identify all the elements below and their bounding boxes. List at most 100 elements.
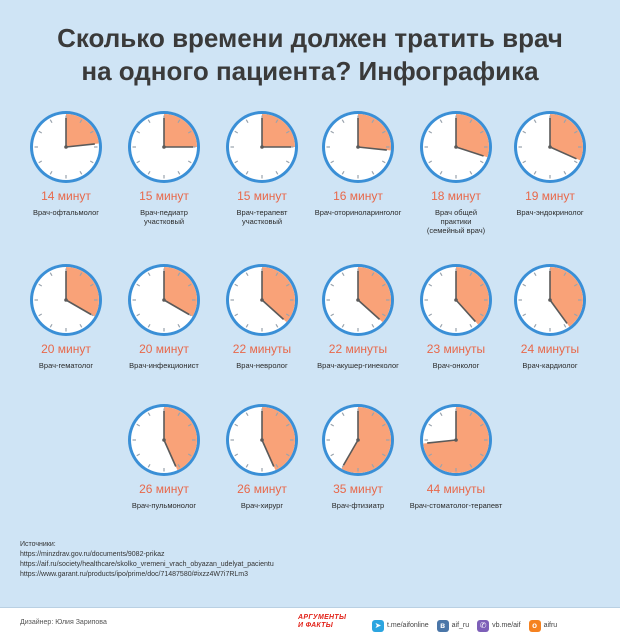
social-link[interactable]: в aif_ru [436, 619, 469, 632]
clock-item: 24 минуты Врач-кардиолог [514, 264, 586, 370]
clock-tick [49, 323, 53, 328]
social-link[interactable]: ➤ t.me/aifonline [372, 619, 429, 632]
clock-tick [439, 119, 443, 124]
clock-tick [177, 412, 181, 417]
role-label: Врач-невролог [236, 361, 288, 370]
social-link[interactable]: о aifru [528, 619, 557, 632]
clock-tick [234, 453, 239, 457]
clock-tick [136, 453, 141, 457]
role-label: Врач общей [435, 208, 477, 217]
clock-center [162, 145, 166, 149]
clock-tick [479, 313, 484, 317]
clock-hand-end [163, 299, 190, 316]
clock-chart: 14 минут Врач-офтальмолог 15 минут Врач-пед… [30, 111, 586, 510]
clock-tick [381, 453, 386, 457]
role-label: Врач-офтальмолог [33, 208, 99, 217]
clock-tick [469, 170, 473, 175]
clock-tick [469, 412, 473, 417]
clock-tick [177, 323, 181, 328]
clock-tick [573, 160, 578, 164]
telegram-icon: ➤ [372, 619, 384, 632]
brand-logo[interactable]: АРГУМЕНТЫ И ФАКТЫ [298, 614, 368, 634]
clock-tick [371, 119, 375, 124]
clock-center [356, 298, 360, 302]
clock-tick [89, 160, 94, 164]
clock-tick [79, 170, 83, 175]
minutes-label: 15 минут [237, 189, 287, 203]
clock-tick [187, 283, 192, 287]
social-link[interactable]: ✆ vb.me/aif [477, 619, 521, 632]
role-label: участковый [144, 217, 184, 226]
minutes-sector [164, 114, 197, 147]
clock-tick [479, 160, 484, 164]
social-links: ➤ t.me/aifonline в aif_ru ✆ vb.me/aif о aifru [372, 617, 565, 633]
minutes-sector [456, 267, 489, 325]
minutes-label: 20 минут [41, 342, 91, 356]
clock-tick [49, 119, 53, 124]
clock-hand-end [163, 439, 177, 467]
brand-line-2: И ФАКТЫ [298, 622, 333, 629]
clock-item: 23 минуты Врач-онколог [420, 264, 492, 370]
clock-tick [285, 423, 290, 427]
role-label: Врач-онколог [433, 361, 480, 370]
clock-tick [136, 160, 141, 164]
source-link-2[interactable]: https://aif.ru/society/healthcare/skolko… [20, 561, 274, 568]
clock-tick [147, 119, 151, 124]
clock-tick [89, 283, 94, 287]
clock-hand-end [342, 439, 359, 466]
clock-tick [381, 130, 386, 134]
footer: Дизайнер: Юлия Зарипова АРГУМЕНТЫ И ФАКТ… [0, 607, 620, 640]
clock-tick [533, 272, 537, 277]
clock-item: 22 минуты Врач-акушер-гинеколог [317, 264, 399, 370]
clock-tick [428, 160, 433, 164]
minutes-sector [66, 114, 99, 147]
page-title: Сколько времени должен тратить врач на о… [0, 22, 620, 88]
clock-hand-end [261, 299, 285, 320]
clock-tick [479, 130, 484, 134]
clock-tick [275, 119, 279, 124]
clock-tick [245, 272, 249, 277]
clock-tick [285, 130, 290, 134]
source-link-3[interactable]: https://www.garant.ru/products/ipo/prime… [20, 571, 249, 578]
clock-hand-end [549, 146, 577, 160]
role-label: практики [441, 217, 472, 226]
clock-center [64, 298, 68, 302]
clock-tick [381, 283, 386, 287]
clock-tick [177, 170, 181, 175]
role-label: Врач-кардиолог [522, 361, 577, 370]
minutes-label: 24 минуты [521, 342, 579, 356]
minutes-label: 16 минут [333, 189, 383, 203]
clock-item: 20 минут Врач-инфекционист [128, 264, 200, 370]
role-label: участковый [242, 217, 282, 226]
ok-icon: о [528, 619, 541, 632]
vk-icon: в [436, 619, 449, 632]
clock-tick [522, 313, 527, 317]
clock-item: 44 минуты Врач-стоматолог-терапевт [410, 404, 503, 510]
clock-tick [285, 453, 290, 457]
clock-tick [428, 453, 433, 457]
clock-tick [428, 423, 433, 427]
role-label: Врач-фтизиатр [332, 501, 384, 510]
clock-tick [439, 463, 443, 468]
clock-center [64, 145, 68, 149]
minutes-sector [358, 114, 392, 151]
clock-tick [341, 170, 345, 175]
clock-tick [330, 453, 335, 457]
designer-credit: Дизайнер: Юлия Зарипова [20, 619, 107, 626]
minutes-label: 19 минут [525, 189, 575, 203]
clock-item: 16 минут Врач-оториноларинголог [315, 111, 402, 217]
source-link-1[interactable]: https://minzdrav.gov.ru/documents/9082-p… [20, 551, 165, 558]
role-label: Врач-гематолог [39, 361, 93, 370]
role-label: Врач-педиатр [140, 208, 188, 217]
clock-tick [245, 463, 249, 468]
minutes-sector [262, 267, 295, 323]
clock-tick [469, 323, 473, 328]
role-label: Врач-хирург [241, 501, 283, 510]
clock-tick [381, 160, 386, 164]
clock-tick [330, 130, 335, 134]
clock-tick [381, 313, 386, 317]
clock-tick [89, 130, 94, 134]
clock-center [454, 145, 458, 149]
clock-tick [563, 272, 567, 277]
